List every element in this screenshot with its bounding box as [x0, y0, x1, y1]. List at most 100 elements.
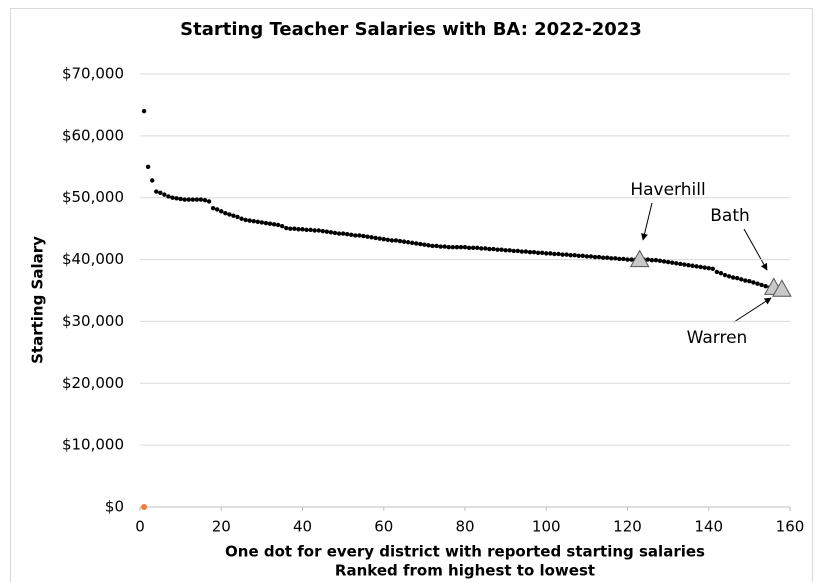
data-point [344, 232, 350, 237]
data-point [629, 257, 634, 262]
data-point [308, 227, 313, 233]
data-point [235, 214, 240, 220]
data-point [763, 283, 768, 289]
data-point [617, 256, 622, 262]
data-point [560, 252, 565, 257]
data-point [198, 197, 204, 202]
data-point [145, 164, 151, 169]
data-point [442, 244, 447, 249]
data-point [288, 226, 293, 231]
highlight-marker [629, 249, 650, 268]
annotation-label: Warren [687, 328, 748, 348]
data-point [426, 243, 431, 248]
x-tick-label: 20 [212, 518, 231, 536]
data-point [669, 260, 675, 265]
x-axis-label: Ranked from highest to lowest [335, 562, 595, 580]
x-tick-label: 80 [455, 518, 474, 536]
data-point [706, 266, 711, 271]
data-point [690, 263, 695, 268]
data-point [389, 238, 395, 243]
data-point [340, 231, 346, 236]
data-point [674, 261, 679, 266]
data-point [613, 256, 618, 261]
data-point [154, 189, 159, 194]
x-tick-label: 100 [532, 518, 561, 536]
data-point [170, 195, 175, 200]
data-point [592, 254, 598, 260]
annotation-label: Haverhill [630, 180, 705, 200]
data-point [682, 262, 687, 267]
annotation-arrow [743, 228, 768, 271]
data-point [304, 227, 309, 233]
data-point [584, 254, 590, 259]
data-point [462, 245, 468, 250]
data-point [661, 259, 667, 264]
x-tick-label: 40 [293, 518, 312, 536]
data-point [316, 228, 321, 233]
data-point [166, 194, 171, 199]
data-point [499, 247, 504, 252]
data-point [527, 249, 533, 255]
data-point [474, 245, 480, 251]
data-point [328, 230, 334, 235]
y-tick-label: $60,000 [62, 126, 124, 144]
chart-title: Starting Teacher Salaries with BA: 2022-… [180, 19, 642, 40]
data-point [535, 250, 541, 255]
data-point [369, 235, 374, 240]
data-point [596, 254, 602, 260]
data-point [556, 251, 561, 257]
data-point [349, 232, 354, 238]
data-point [694, 264, 699, 269]
data-point [190, 197, 196, 202]
data-point [730, 275, 736, 280]
data-point [267, 221, 273, 226]
data-point [625, 257, 630, 262]
data-point [438, 244, 443, 249]
data-point [548, 251, 553, 256]
data-point [519, 249, 525, 254]
data-point [759, 282, 764, 288]
data-point [507, 248, 512, 253]
data-point [401, 239, 407, 244]
data-point [149, 178, 155, 183]
data-point [158, 190, 163, 195]
data-point [365, 234, 370, 239]
data-point [531, 249, 537, 255]
data-point [405, 240, 411, 245]
data-point [418, 241, 423, 247]
data-point [231, 213, 236, 218]
data-point [186, 197, 191, 202]
data-point [434, 243, 439, 249]
data-point [714, 269, 720, 275]
data-point [312, 228, 317, 233]
data-point [495, 247, 500, 252]
data-point [718, 270, 724, 276]
x-axis-label: One dot for every district with reported… [225, 543, 705, 561]
data-point [503, 248, 508, 253]
data-point [702, 265, 707, 270]
data-point [320, 228, 326, 234]
data-point [544, 251, 549, 256]
data-point [450, 245, 456, 250]
data-point [600, 255, 606, 260]
data-point [361, 233, 366, 239]
data-point [284, 225, 289, 231]
data-point [202, 197, 208, 203]
data-point [686, 262, 691, 268]
data-point [414, 241, 419, 246]
data-point [194, 197, 200, 202]
data-point [357, 233, 362, 238]
data-point [458, 245, 464, 250]
data-point [755, 281, 760, 286]
y-tick-label: $10,000 [62, 436, 124, 454]
data-point [259, 220, 265, 225]
data-point [336, 231, 342, 236]
data-point [572, 253, 577, 258]
data-point [491, 246, 496, 252]
data-point [430, 243, 435, 249]
data-point [275, 222, 281, 228]
data-point [580, 253, 586, 259]
data-point [649, 257, 655, 263]
data-point [219, 209, 224, 214]
